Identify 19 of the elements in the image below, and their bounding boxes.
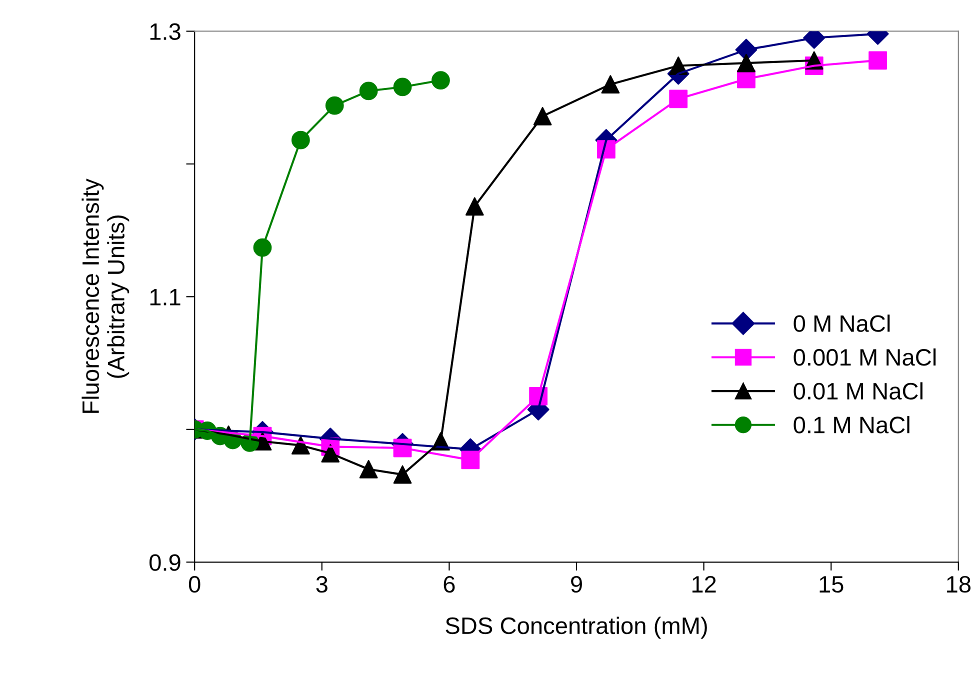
y-tick-label: 0.9 [150,554,180,571]
x-tick-label: 3 [316,576,328,593]
y-tick-label: 1.3 [150,23,180,40]
x-tick-label: 12 [692,576,716,592]
legend-label: 0.001 M NaCl [794,348,936,366]
x-tick-label: 9 [571,576,582,593]
y-tick-label: 1.1 [150,288,180,306]
point [432,71,450,90]
legend-label: 0.01 M NaCl [794,382,922,400]
legend-label: 0.1 M NaCl [794,416,910,434]
x-tick-label: 15 [820,576,844,593]
legend-label: 0 M NaCl [794,314,890,332]
x-tick-label: 0 [188,576,200,593]
x-tick-label: 6 [444,576,455,593]
y-axis-title: Fluorescence Intensity (Arbitrary Units) [82,178,130,413]
x-axis-title: SDS Concentration (mM) [446,616,707,639]
point [737,54,756,72]
x-tick-label: 18 [947,576,971,593]
point [868,51,887,70]
